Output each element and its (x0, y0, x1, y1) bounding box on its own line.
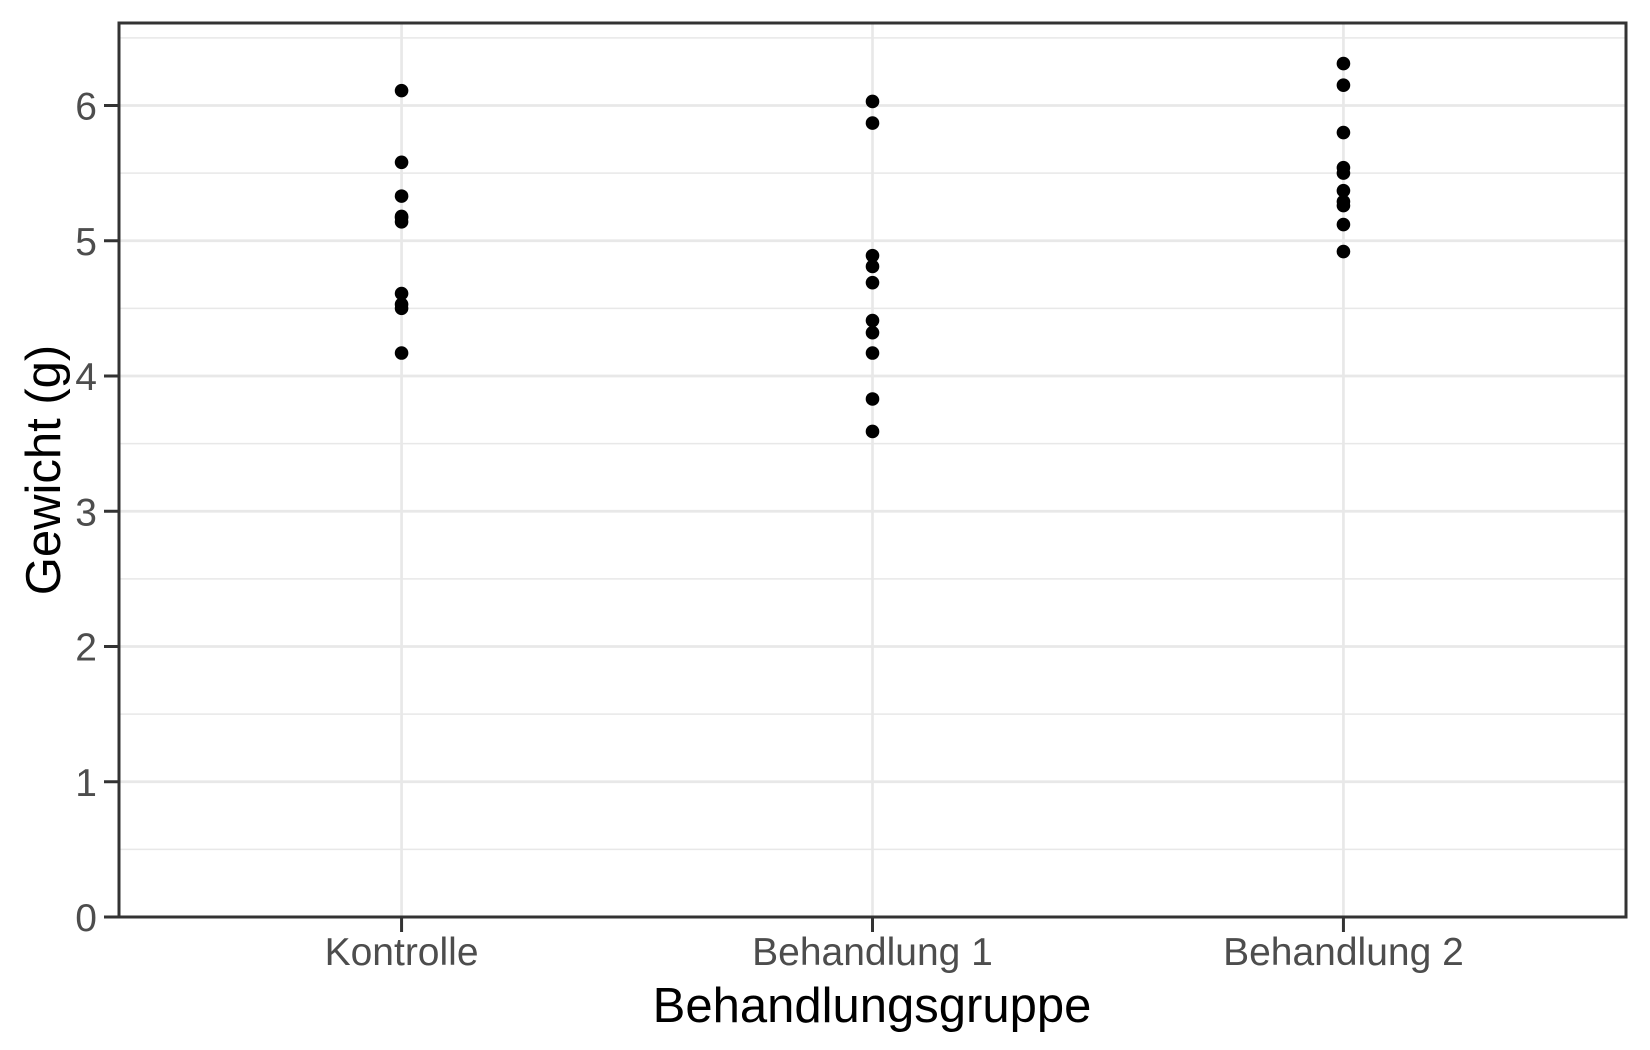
y-tick-label: 2 (75, 627, 97, 670)
data-point (1336, 217, 1351, 232)
data-point (865, 325, 880, 340)
y-tick-label: 4 (75, 356, 97, 399)
axis-ticks (104, 104, 1345, 932)
data-point (865, 248, 880, 263)
data-point (1336, 125, 1351, 140)
data-point (394, 215, 409, 229)
y-axis-title: Gewicht (g) (17, 345, 71, 596)
data-point (394, 189, 409, 203)
data-point (865, 346, 880, 360)
data-point (865, 313, 880, 328)
x-axis-title: Behandlungsgruppe (653, 979, 1092, 1033)
data-point (1336, 56, 1351, 71)
y-tick-label: 1 (75, 762, 97, 805)
data-point (865, 275, 880, 290)
data-point (865, 424, 880, 439)
data-point (865, 392, 880, 406)
x-category-label: Behandlung 1 (752, 931, 993, 974)
data-point (394, 286, 409, 301)
data-point (1336, 183, 1351, 198)
axis-tick-labels: 0 1 2 3 4 5 6 Kontrolle Behandlung 1 Behandlung 2 (75, 86, 1464, 974)
data-point (1336, 244, 1351, 259)
panel-border-group (117, 21, 1628, 919)
data-points (394, 56, 1351, 439)
data-point (394, 346, 409, 360)
data-point (394, 155, 409, 170)
panel-border (117, 21, 1628, 919)
y-tick-label: 6 (75, 86, 97, 129)
x-category-label: Kontrolle (325, 931, 479, 974)
data-point (394, 83, 409, 98)
data-point (394, 297, 409, 312)
data-point (1336, 78, 1351, 93)
data-point (1336, 198, 1351, 213)
x-category-label: Behandlung 2 (1223, 931, 1464, 974)
y-tick-label: 0 (75, 897, 97, 940)
y-tick-label: 3 (75, 491, 97, 534)
data-point (865, 94, 880, 109)
data-point (865, 116, 880, 130)
data-point (865, 259, 880, 274)
y-tick-label: 5 (75, 221, 97, 264)
data-point (1336, 166, 1351, 180)
